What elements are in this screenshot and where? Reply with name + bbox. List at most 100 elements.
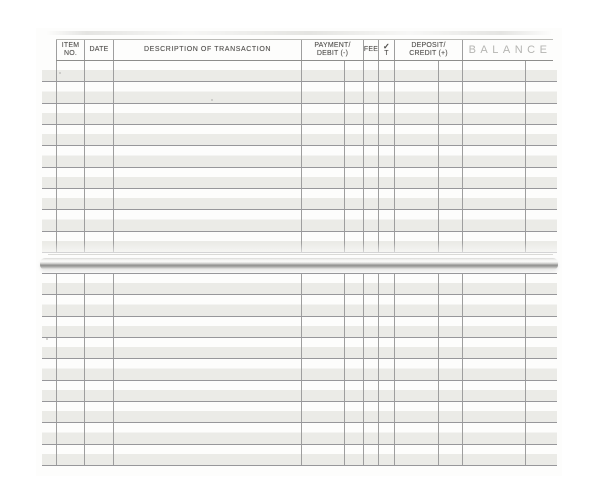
cell-payment-dollars xyxy=(301,167,344,188)
cell-cleared xyxy=(378,103,394,124)
cell-balance-dollars xyxy=(462,295,525,316)
cell-deposit-cents xyxy=(438,210,462,231)
cell-deposit-cents xyxy=(438,103,462,124)
cell-cleared xyxy=(378,231,394,252)
scan-speck xyxy=(59,72,61,74)
cell-deposit-cents xyxy=(438,82,462,103)
cell-payment-cents xyxy=(344,146,363,167)
cell-deposit-cents xyxy=(438,337,462,359)
cell-payment-cents xyxy=(344,103,363,124)
cell-balance-cents xyxy=(525,316,557,337)
cell-item-no xyxy=(56,444,84,465)
cell-cleared xyxy=(378,146,394,167)
cell-cleared xyxy=(378,359,394,380)
cell-deposit-cents xyxy=(438,316,462,337)
cell-cleared xyxy=(378,210,394,231)
column-header-date: DATE xyxy=(84,40,113,60)
cell-fee xyxy=(363,316,378,337)
cell-balance-cents xyxy=(525,337,557,359)
register-rows-bottom xyxy=(42,273,557,466)
cell-balance-cents xyxy=(525,295,557,316)
cell-date xyxy=(84,103,113,124)
cell-date xyxy=(84,316,113,337)
cell-description xyxy=(113,124,301,146)
cell-description xyxy=(113,337,301,359)
cell-balance-cents xyxy=(525,401,557,423)
register-row xyxy=(42,423,557,445)
cell-date xyxy=(84,82,113,103)
cell-balance-cents xyxy=(525,210,557,231)
cell-cleared xyxy=(378,295,394,316)
cell-fee xyxy=(363,380,378,401)
cell-fee xyxy=(363,82,378,103)
cell-balance-dollars xyxy=(462,146,525,167)
cell-deposit-dollars xyxy=(394,103,438,124)
cell-description xyxy=(113,103,301,124)
column-header-item-no: ITEM NO. xyxy=(56,40,84,60)
cell-deposit-cents xyxy=(438,167,462,188)
cell-payment-dollars xyxy=(301,295,344,316)
cell-fee xyxy=(363,188,378,210)
cell-fee xyxy=(363,231,378,252)
cell-date xyxy=(84,146,113,167)
checkmark-icon: ✓ xyxy=(383,41,390,51)
register-row xyxy=(42,401,557,424)
cell-date xyxy=(84,337,113,359)
cell-date xyxy=(84,444,113,465)
cell-fee xyxy=(363,274,378,295)
cell-payment-dollars xyxy=(301,337,344,359)
cell-deposit-dollars xyxy=(394,359,438,380)
cell-deposit-dollars xyxy=(394,231,438,252)
cell-balance-dollars xyxy=(462,124,525,146)
register-row xyxy=(42,359,557,381)
cell-balance-cents xyxy=(525,380,557,401)
register-row xyxy=(42,82,557,104)
cell-date xyxy=(84,61,113,82)
register-row xyxy=(42,337,557,360)
cell-payment-cents xyxy=(344,444,363,465)
register-row xyxy=(42,188,557,211)
balance-label: BALANCE xyxy=(468,44,552,56)
cell-balance-dollars xyxy=(462,401,525,423)
cell-date xyxy=(84,423,113,444)
cell-date xyxy=(84,188,113,210)
cell-deposit-dollars xyxy=(394,124,438,146)
cell-deposit-cents xyxy=(438,401,462,423)
cell-balance-dollars xyxy=(462,61,525,82)
cell-balance-dollars xyxy=(462,210,525,231)
cell-balance-dollars xyxy=(462,167,525,188)
column-header-cleared: ✓ T xyxy=(378,40,394,60)
cell-item-no xyxy=(56,295,84,316)
cell-description xyxy=(113,82,301,103)
cell-item-no xyxy=(56,124,84,146)
cell-balance-dollars xyxy=(462,380,525,401)
cell-balance-cents xyxy=(525,423,557,444)
cell-balance-dollars xyxy=(462,231,525,252)
cell-fee xyxy=(363,444,378,465)
cell-fee xyxy=(363,359,378,380)
cell-payment-dollars xyxy=(301,82,344,103)
cell-deposit-cents xyxy=(438,231,462,252)
cell-description xyxy=(113,380,301,401)
register-row xyxy=(42,274,557,296)
cell-date xyxy=(84,401,113,423)
deposit-label-line2: CREDIT (+) xyxy=(409,50,448,57)
cell-deposit-cents xyxy=(438,274,462,295)
cell-description xyxy=(113,401,301,423)
cell-date xyxy=(84,231,113,252)
register-row xyxy=(42,103,557,125)
cell-description xyxy=(113,210,301,231)
page-fold-fade xyxy=(40,243,558,258)
cell-payment-dollars xyxy=(301,274,344,295)
register-rows-top xyxy=(42,61,557,253)
cell-description xyxy=(113,274,301,295)
cell-payment-cents xyxy=(344,274,363,295)
cell-balance-dollars xyxy=(462,444,525,465)
cell-cleared xyxy=(378,167,394,188)
register-row xyxy=(42,210,557,232)
page-fold-shadow xyxy=(48,254,553,255)
cell-balance-dollars xyxy=(462,337,525,359)
cell-payment-dollars xyxy=(301,316,344,337)
cell-deposit-dollars xyxy=(394,444,438,465)
